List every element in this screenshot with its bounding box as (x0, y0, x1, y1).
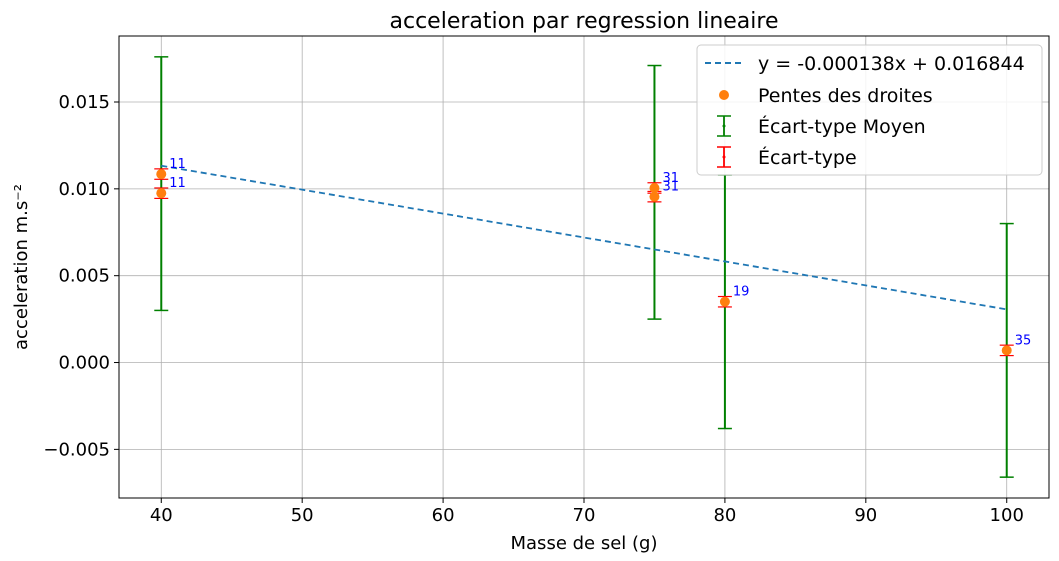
chart-title: acceleration par regression lineaire (390, 9, 779, 34)
point-annotation: 11 (169, 176, 186, 191)
point-annotation: 19 (733, 285, 750, 300)
axis-ticks: 40 50 60 70 80 90 100 −0.005 0.000 0.005 0.010 0.01… (43, 92, 1024, 526)
x-tick-label: 80 (713, 505, 736, 526)
data-point (719, 296, 730, 307)
fit-line (161, 164, 1007, 311)
x-tick-label: 50 (291, 505, 314, 526)
x-tick-label: 70 (573, 505, 596, 526)
legend-points-sample (719, 90, 729, 100)
y-tick-label: 0.010 (58, 179, 110, 200)
legend-mean-error-label: Écart-type Moyen (758, 115, 926, 138)
legend: y = -0.000138x + 0.016844 Pentes des dro… (696, 44, 1043, 176)
data-point (1001, 345, 1012, 356)
y-tick-label: −0.005 (43, 439, 110, 460)
legend-mean-error-sample (717, 115, 731, 137)
y-tick-label: 0.000 (58, 353, 110, 374)
y-axis-label: acceleration m.s⁻² (11, 184, 32, 350)
data-point (649, 182, 660, 193)
legend-std-error-label: Écart-type (758, 146, 857, 169)
legend-error-dot (722, 155, 726, 159)
point-annotation: 31 (662, 180, 679, 195)
data-point (649, 191, 660, 202)
x-tick-label: 90 (854, 505, 877, 526)
legend-points-label: Pentes des droites (758, 85, 933, 107)
data-point (156, 169, 167, 180)
x-axis-label: Masse de sel (g) (511, 533, 658, 554)
data-point (156, 188, 167, 199)
legend-box (696, 44, 1043, 176)
legend-fit-label: y = -0.000138x + 0.016844 (758, 53, 1025, 75)
point-annotation: 11 (169, 157, 186, 172)
x-tick-label: 100 (990, 505, 1024, 526)
point-annotation: 31 (662, 171, 679, 186)
x-tick-label: 60 (432, 505, 455, 526)
legend-error-dot (722, 124, 726, 128)
x-tick-label: 40 (150, 505, 173, 526)
y-tick-label: 0.015 (58, 92, 110, 113)
legend-std-error-sample (717, 146, 731, 168)
point-annotation: 35 (1015, 333, 1032, 348)
y-tick-label: 0.005 (58, 266, 110, 287)
